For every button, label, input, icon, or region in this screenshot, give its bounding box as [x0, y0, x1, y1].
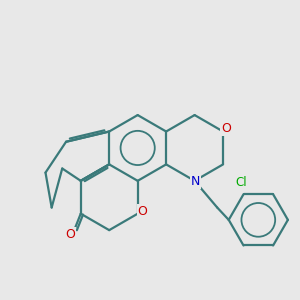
Text: O: O	[65, 228, 75, 241]
Text: O: O	[138, 205, 148, 218]
Text: O: O	[221, 122, 231, 135]
Text: N: N	[191, 175, 200, 188]
Text: Cl: Cl	[236, 176, 247, 189]
